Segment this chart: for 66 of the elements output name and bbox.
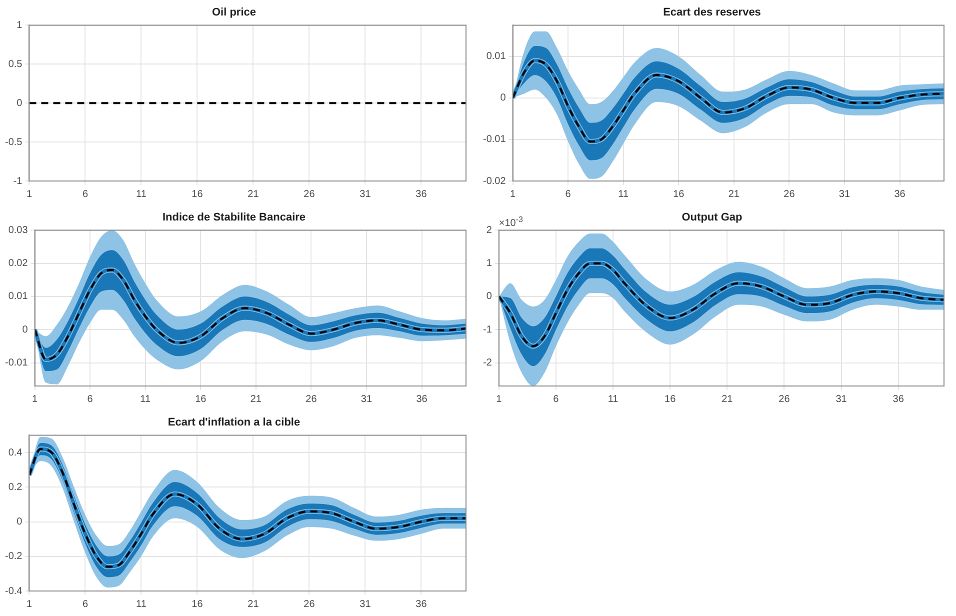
y-tick-label: 0 <box>486 291 492 302</box>
y-tick-label: 0 <box>500 92 506 104</box>
chart-title: Ecart d'inflation a la cible <box>168 416 300 429</box>
x-tick-label: 21 <box>248 598 260 610</box>
x-tick-label: 36 <box>416 394 428 405</box>
y-tick-label: 0.2 <box>8 482 23 493</box>
x-tick-label: 36 <box>416 598 428 610</box>
x-tick-label: 21 <box>248 188 260 200</box>
y-tick-label: 0.02 <box>8 258 28 270</box>
y-tick-label: -0.4 <box>4 586 23 597</box>
x-tick-label: 6 <box>87 394 94 405</box>
y-tick-label: -0.5 <box>4 136 23 148</box>
x-tick-label: 11 <box>140 394 151 405</box>
x-tick-label: 31 <box>836 394 848 405</box>
y-tick-label: 0.01 <box>8 291 28 302</box>
y-tick-label: 0 <box>16 516 23 528</box>
x-tick-label: 6 <box>565 188 572 200</box>
x-tick-label: 11 <box>136 188 147 200</box>
y-tick-label: 1 <box>486 258 492 270</box>
x-tick-label: 16 <box>192 598 204 610</box>
x-tick-label: 31 <box>838 188 850 200</box>
x-tick-label: 11 <box>608 394 619 405</box>
y-tick-label: 0 <box>16 98 23 109</box>
y-tick-label: 1 <box>16 20 23 31</box>
x-tick-label: 16 <box>664 394 676 405</box>
x-tick-label: 6 <box>553 394 560 405</box>
chart-title: Oil price <box>212 6 256 19</box>
chart-title: Indice de Stabilite Bancaire <box>162 212 306 224</box>
y-tick-label: 2 <box>486 224 492 236</box>
y-tick-label: 0.01 <box>486 51 506 62</box>
y-tick-label: -1 <box>13 176 23 187</box>
y-tick-label: -1 <box>482 324 492 336</box>
chart-title: Output Gap <box>682 212 743 224</box>
x-tick-label: 1 <box>510 188 516 200</box>
x-tick-label: 6 <box>82 188 88 200</box>
x-tick-label: 36 <box>892 394 904 405</box>
y-tick-label: 0.4 <box>8 447 23 458</box>
x-tick-label: 26 <box>306 394 318 405</box>
x-tick-label: 36 <box>894 188 906 200</box>
x-tick-label: 36 <box>416 188 428 200</box>
y-tick-label: -0.01 <box>482 134 506 146</box>
x-tick-label: 16 <box>673 188 685 200</box>
y-tick-label: -0.01 <box>4 358 28 369</box>
y-tick-label: 0 <box>22 324 28 336</box>
x-tick-label: 6 <box>82 598 88 610</box>
y-tick-label: 0.5 <box>8 58 23 70</box>
x-tick-label: 21 <box>728 188 740 200</box>
x-tick-label: 16 <box>192 188 204 200</box>
y-tick-label: -0.02 <box>482 176 506 187</box>
x-tick-label: 11 <box>618 188 629 200</box>
x-tick-label: 21 <box>250 394 262 405</box>
x-tick-label: 11 <box>136 598 147 610</box>
x-tick-label: 31 <box>360 394 372 405</box>
x-tick-label: 1 <box>32 394 38 405</box>
y-tick-label: 0.03 <box>8 224 28 236</box>
x-tick-label: 21 <box>722 394 734 405</box>
y-tick-label: -0.2 <box>4 551 23 562</box>
x-tick-label: 26 <box>778 394 790 405</box>
y-tick-label: -2 <box>482 358 492 369</box>
x-tick-label: 31 <box>360 598 372 610</box>
x-tick-label: 26 <box>304 598 316 610</box>
x-tick-label: 26 <box>784 188 796 200</box>
x-tick-label: 16 <box>195 394 207 405</box>
x-tick-label: 31 <box>360 188 372 200</box>
chart-title: Ecart des reserves <box>663 6 761 19</box>
x-tick-label: 26 <box>304 188 316 200</box>
